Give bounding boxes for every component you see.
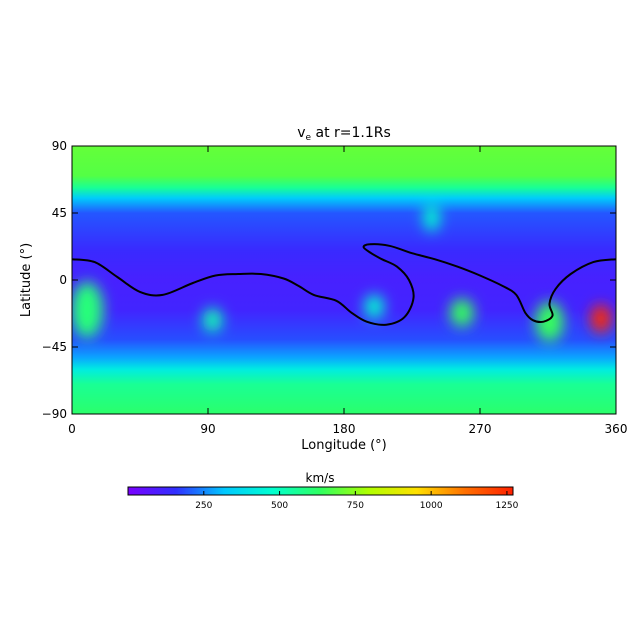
- heatmap-features: [72, 203, 611, 342]
- chart-title: ve at r=1.1Rs: [297, 125, 391, 143]
- colorbar-tick-label: 1000: [420, 501, 443, 511]
- y-axis: −90 −45 0 45 90: [42, 139, 616, 421]
- feature-blob: [202, 308, 223, 333]
- colorbar-tick-label: 250: [195, 501, 212, 511]
- feature-blob: [364, 294, 385, 319]
- x-axis-label: Longitude (°): [301, 438, 386, 453]
- feature-blob: [535, 301, 564, 342]
- x-tick-label: 90: [200, 422, 215, 436]
- colorbar-ticks: 250 500 750 1000 1250: [195, 491, 519, 511]
- x-tick-label: 360: [605, 422, 628, 436]
- feature-blob: [449, 298, 474, 327]
- colorbar-label: km/s: [306, 471, 335, 485]
- x-axis: 0 90 180 270 360: [68, 146, 627, 436]
- x-tick-label: 180: [333, 422, 356, 436]
- feature-blob: [423, 203, 440, 232]
- y-tick-label: −90: [42, 407, 67, 421]
- y-tick-label: 45: [52, 206, 67, 220]
- y-tick-label: 0: [59, 273, 67, 287]
- heatmap-area: [72, 146, 616, 414]
- y-axis-label: Latitude (°): [19, 243, 34, 317]
- y-tick-label: 90: [52, 139, 67, 153]
- title-subscript: e: [306, 133, 312, 143]
- neutral-line: [72, 243, 616, 326]
- x-tick-label: 0: [68, 422, 76, 436]
- colorbar-tick-label: 1250: [495, 501, 518, 511]
- feature-blob: [72, 281, 104, 338]
- feature-blob: [590, 304, 611, 333]
- y-tick-label: −45: [42, 340, 67, 354]
- colorbar-tick-label: 500: [271, 501, 288, 511]
- x-tick-label: 270: [469, 422, 492, 436]
- heatmap-background: [72, 146, 616, 414]
- colorbar-tick-label: 750: [347, 501, 364, 511]
- colorbar: [127, 486, 514, 496]
